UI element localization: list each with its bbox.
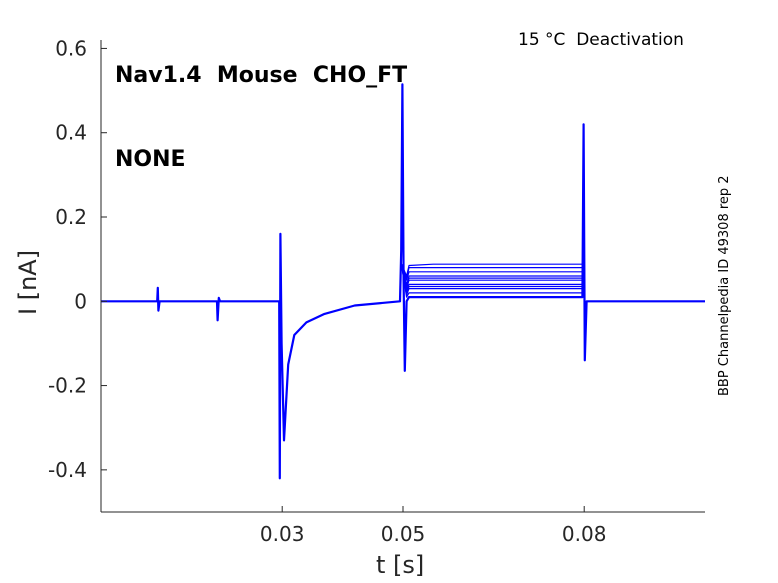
channelpedia-id-label: BBP Channelpedia ID 49308 rep 2	[717, 175, 732, 396]
axes: 0.6 0.4 0.2 0 -0.2 -0.4 0.03 0.05 0.08	[48, 36, 705, 546]
y-tick-label: -0.4	[48, 458, 87, 482]
trace-line	[400, 263, 583, 277]
trace-line	[400, 263, 583, 288]
chart-title: Nav1.4 Mouse CHO_FT NONE	[115, 6, 407, 202]
x-tick-label: 0.03	[260, 522, 305, 546]
condition-label: 15 °C Deactivation	[518, 30, 684, 50]
y-tick-label: 0.6	[55, 36, 87, 60]
y-tick-label: 0	[74, 289, 87, 313]
y-tick-label: -0.2	[48, 374, 87, 398]
x-tick-label: 0.05	[381, 522, 426, 546]
trace-line	[400, 263, 583, 285]
trace-line	[400, 263, 583, 294]
y-tick-label: 0.2	[55, 205, 87, 229]
x-axis-label: t [s]	[376, 551, 425, 579]
x-tick-label: 0.08	[562, 522, 607, 546]
title-line-2: NONE	[115, 147, 186, 172]
trace-line	[101, 83, 705, 480]
trace-line	[400, 263, 583, 279]
title-line-1: Nav1.4 Mouse CHO_FT	[115, 63, 408, 88]
y-tick-label: 0.4	[55, 121, 87, 145]
trace-line	[400, 263, 583, 281]
trace-line	[400, 263, 583, 298]
trace-line	[400, 263, 583, 292]
trace-line	[400, 263, 583, 290]
y-axis-label: I [nA]	[14, 249, 42, 315]
trace-group	[101, 83, 705, 480]
trace-line	[400, 263, 583, 296]
